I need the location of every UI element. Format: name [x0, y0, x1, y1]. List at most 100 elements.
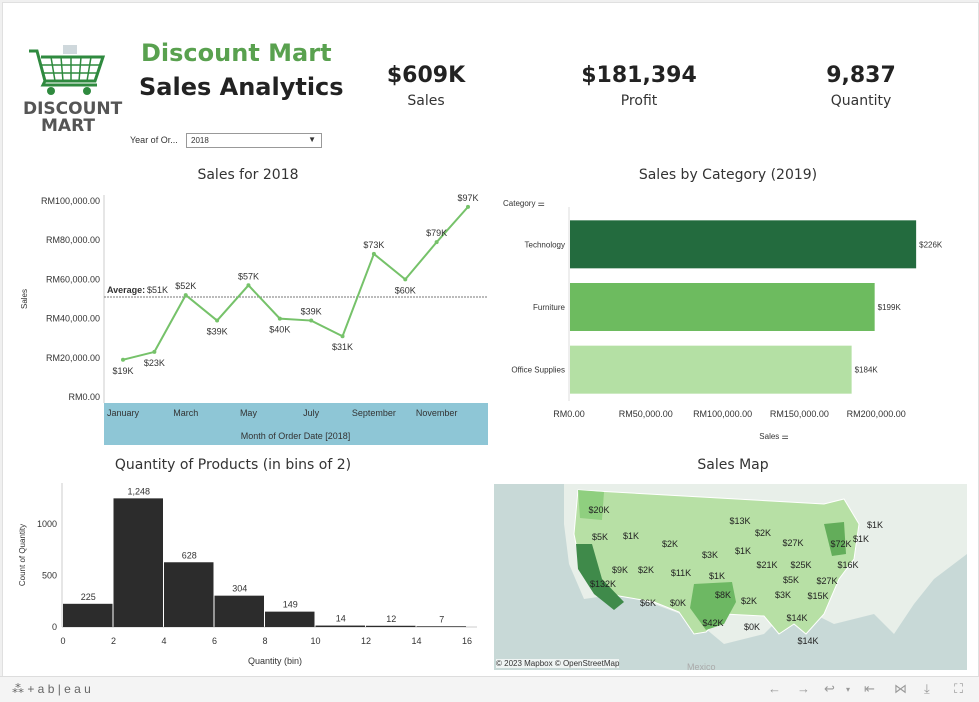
reset-icon[interactable]: ⇤ — [864, 681, 875, 696]
hist-x-tick-label: 8 — [262, 636, 267, 646]
histogram-bar — [265, 611, 315, 627]
histogram-bar-label: 304 — [232, 584, 247, 594]
logo: DISCOUNT MART — [21, 45, 122, 136]
category-bar — [570, 283, 875, 331]
map-state-label: $3K — [701, 550, 719, 560]
line-data-label: $40K — [269, 325, 290, 335]
year-filter-dropdown[interactable]: 2018 ▼ — [186, 133, 322, 148]
map-state-label: $132K — [589, 579, 617, 589]
histogram-bar-label: 149 — [283, 600, 298, 610]
line-x-tick-label: January — [107, 408, 140, 418]
bar-x-tick-label: RM50,000.00 — [619, 409, 673, 419]
hist-y-tick-label: 0 — [52, 622, 57, 632]
map-state-label: $5K — [782, 575, 800, 585]
line-data-label: $79K — [426, 228, 447, 238]
bar-chart-title: Sales by Category (2019) — [638, 167, 818, 183]
dashboard-subtitle: Sales Analytics — [139, 73, 344, 101]
line-data-label: $60K — [395, 285, 416, 295]
hist-x-tick-label: 16 — [462, 636, 472, 646]
undo-icon[interactable]: ← — [768, 681, 781, 696]
hist-x-tick-label: 14 — [411, 636, 421, 646]
year-filter-value: 2018 — [191, 136, 209, 145]
sales-map[interactable]: $20K $5K $1K $2K $13K $2K $27K $72K $1K $1K $3K $1K… — [494, 484, 967, 670]
line-data-label: $97K — [457, 193, 478, 203]
hist-x-tick-label: 12 — [361, 636, 371, 646]
line-point — [183, 293, 188, 298]
fullscreen-icon[interactable]: ⛶ — [954, 681, 964, 696]
dashboard: DISCOUNT MART Discount Mart Sales Analyt… — [2, 2, 979, 677]
line-data-label: $73K — [363, 240, 384, 250]
line-y-tick-label: RM0.00 — [68, 392, 100, 402]
map-state-label: $2K — [740, 596, 758, 606]
revert-icon[interactable]: ↩ — [824, 681, 835, 696]
line-data-label: $23K — [144, 358, 165, 368]
line-data-label: $31K — [332, 342, 353, 352]
map-state-label: $13K — [729, 516, 751, 526]
map-state-label: $14K — [786, 613, 808, 623]
hist-y-tick-label: 500 — [42, 570, 57, 580]
map-country-label: Mexico — [687, 662, 716, 670]
map-state-label: $2K — [637, 565, 655, 575]
histogram-bar — [315, 625, 365, 627]
map-state-label: $11K — [670, 568, 692, 578]
line-x-axis-title: Month of Order Date [2018] — [241, 431, 351, 441]
line-x-tick-label: September — [352, 408, 396, 418]
map-state-label: $0K — [669, 598, 687, 608]
chevron-down-icon: ▼ — [308, 135, 316, 144]
histogram-bar-label: 225 — [81, 592, 96, 602]
download-icon[interactable]: ⤓ — [924, 681, 930, 696]
kpi-quantity-value: 9,837 — [826, 63, 896, 88]
histogram-bar-label: 7 — [439, 614, 444, 624]
histogram-bar — [416, 626, 466, 627]
bar-x-tick-label: RM100,000.00 — [693, 409, 752, 419]
line-y-tick-label: RM40,000.00 — [46, 314, 100, 324]
bar-x-axis-title: Sales ⚌ — [759, 432, 788, 441]
map-state-label: $2K — [661, 539, 679, 549]
line-point — [152, 349, 157, 354]
map-state-label: $9K — [611, 565, 629, 575]
hist-x-axis-title: Quantity (bin) — [248, 656, 302, 666]
bar-x-tick-label: RM200,000.00 — [847, 409, 906, 419]
map-state-label: $3K — [774, 590, 792, 600]
redo-icon[interactable]: → — [797, 681, 810, 696]
map-state-label: $0K — [743, 622, 761, 632]
revert-dropdown-icon[interactable]: ▾ — [846, 685, 851, 694]
category-bar-label: $184K — [855, 366, 879, 375]
tableau-logo: ⁂ + a b | e a u — [12, 682, 91, 696]
histogram-bar-label: 14 — [336, 614, 346, 624]
line-chart-title: Sales for 2018 — [197, 167, 299, 183]
kpi-sales-label: Sales — [407, 93, 445, 109]
hist-x-tick-label: 2 — [111, 636, 116, 646]
map-state-label: $2K — [754, 528, 772, 538]
average-reference-label: Average: — [107, 285, 145, 295]
line-x-axis-band — [104, 403, 488, 445]
map-state-label: $1K — [708, 571, 726, 581]
category-bar-label: $199K — [878, 303, 902, 312]
sales-line-chart[interactable]: RM100,000.00 RM80,000.00 RM60,000.00 RM40,0… — [3, 3, 978, 676]
histogram-bar — [63, 603, 113, 627]
line-x-tick-label: July — [303, 408, 320, 418]
line-y-tick-label: RM100,000.00 — [41, 196, 100, 206]
histogram-bar — [214, 595, 264, 627]
histogram-bar-label: 12 — [386, 614, 396, 624]
category-bar — [570, 220, 917, 269]
hist-x-tick-label: 6 — [212, 636, 217, 646]
histogram-title: Quantity of Products (in bins of 2) — [114, 457, 352, 473]
line-point — [371, 251, 376, 256]
category-label: Office Supplies — [511, 366, 565, 375]
hist-y-axis-title: Count of Quantity — [18, 524, 27, 586]
bar-x-tick-label: RM150,000.00 — [770, 409, 829, 419]
map-state-label: $15K — [807, 591, 829, 601]
line-data-label: $57K — [238, 271, 259, 281]
hist-x-tick-label: 4 — [161, 636, 166, 646]
dashboard-title: Discount Mart — [141, 39, 332, 67]
kpi-quantity-label: Quantity — [830, 93, 892, 109]
map-title: Sales Map — [697, 457, 769, 473]
map-state-label: $1K — [852, 534, 870, 544]
histogram-bar — [366, 625, 416, 627]
map-state-label: $8K — [714, 590, 732, 600]
map-state-label: $5K — [591, 532, 609, 542]
logo-text-line2: MART — [41, 116, 95, 136]
share-icon[interactable]: ⋈ — [894, 681, 907, 696]
category-header: Category ⚌ — [503, 199, 545, 208]
